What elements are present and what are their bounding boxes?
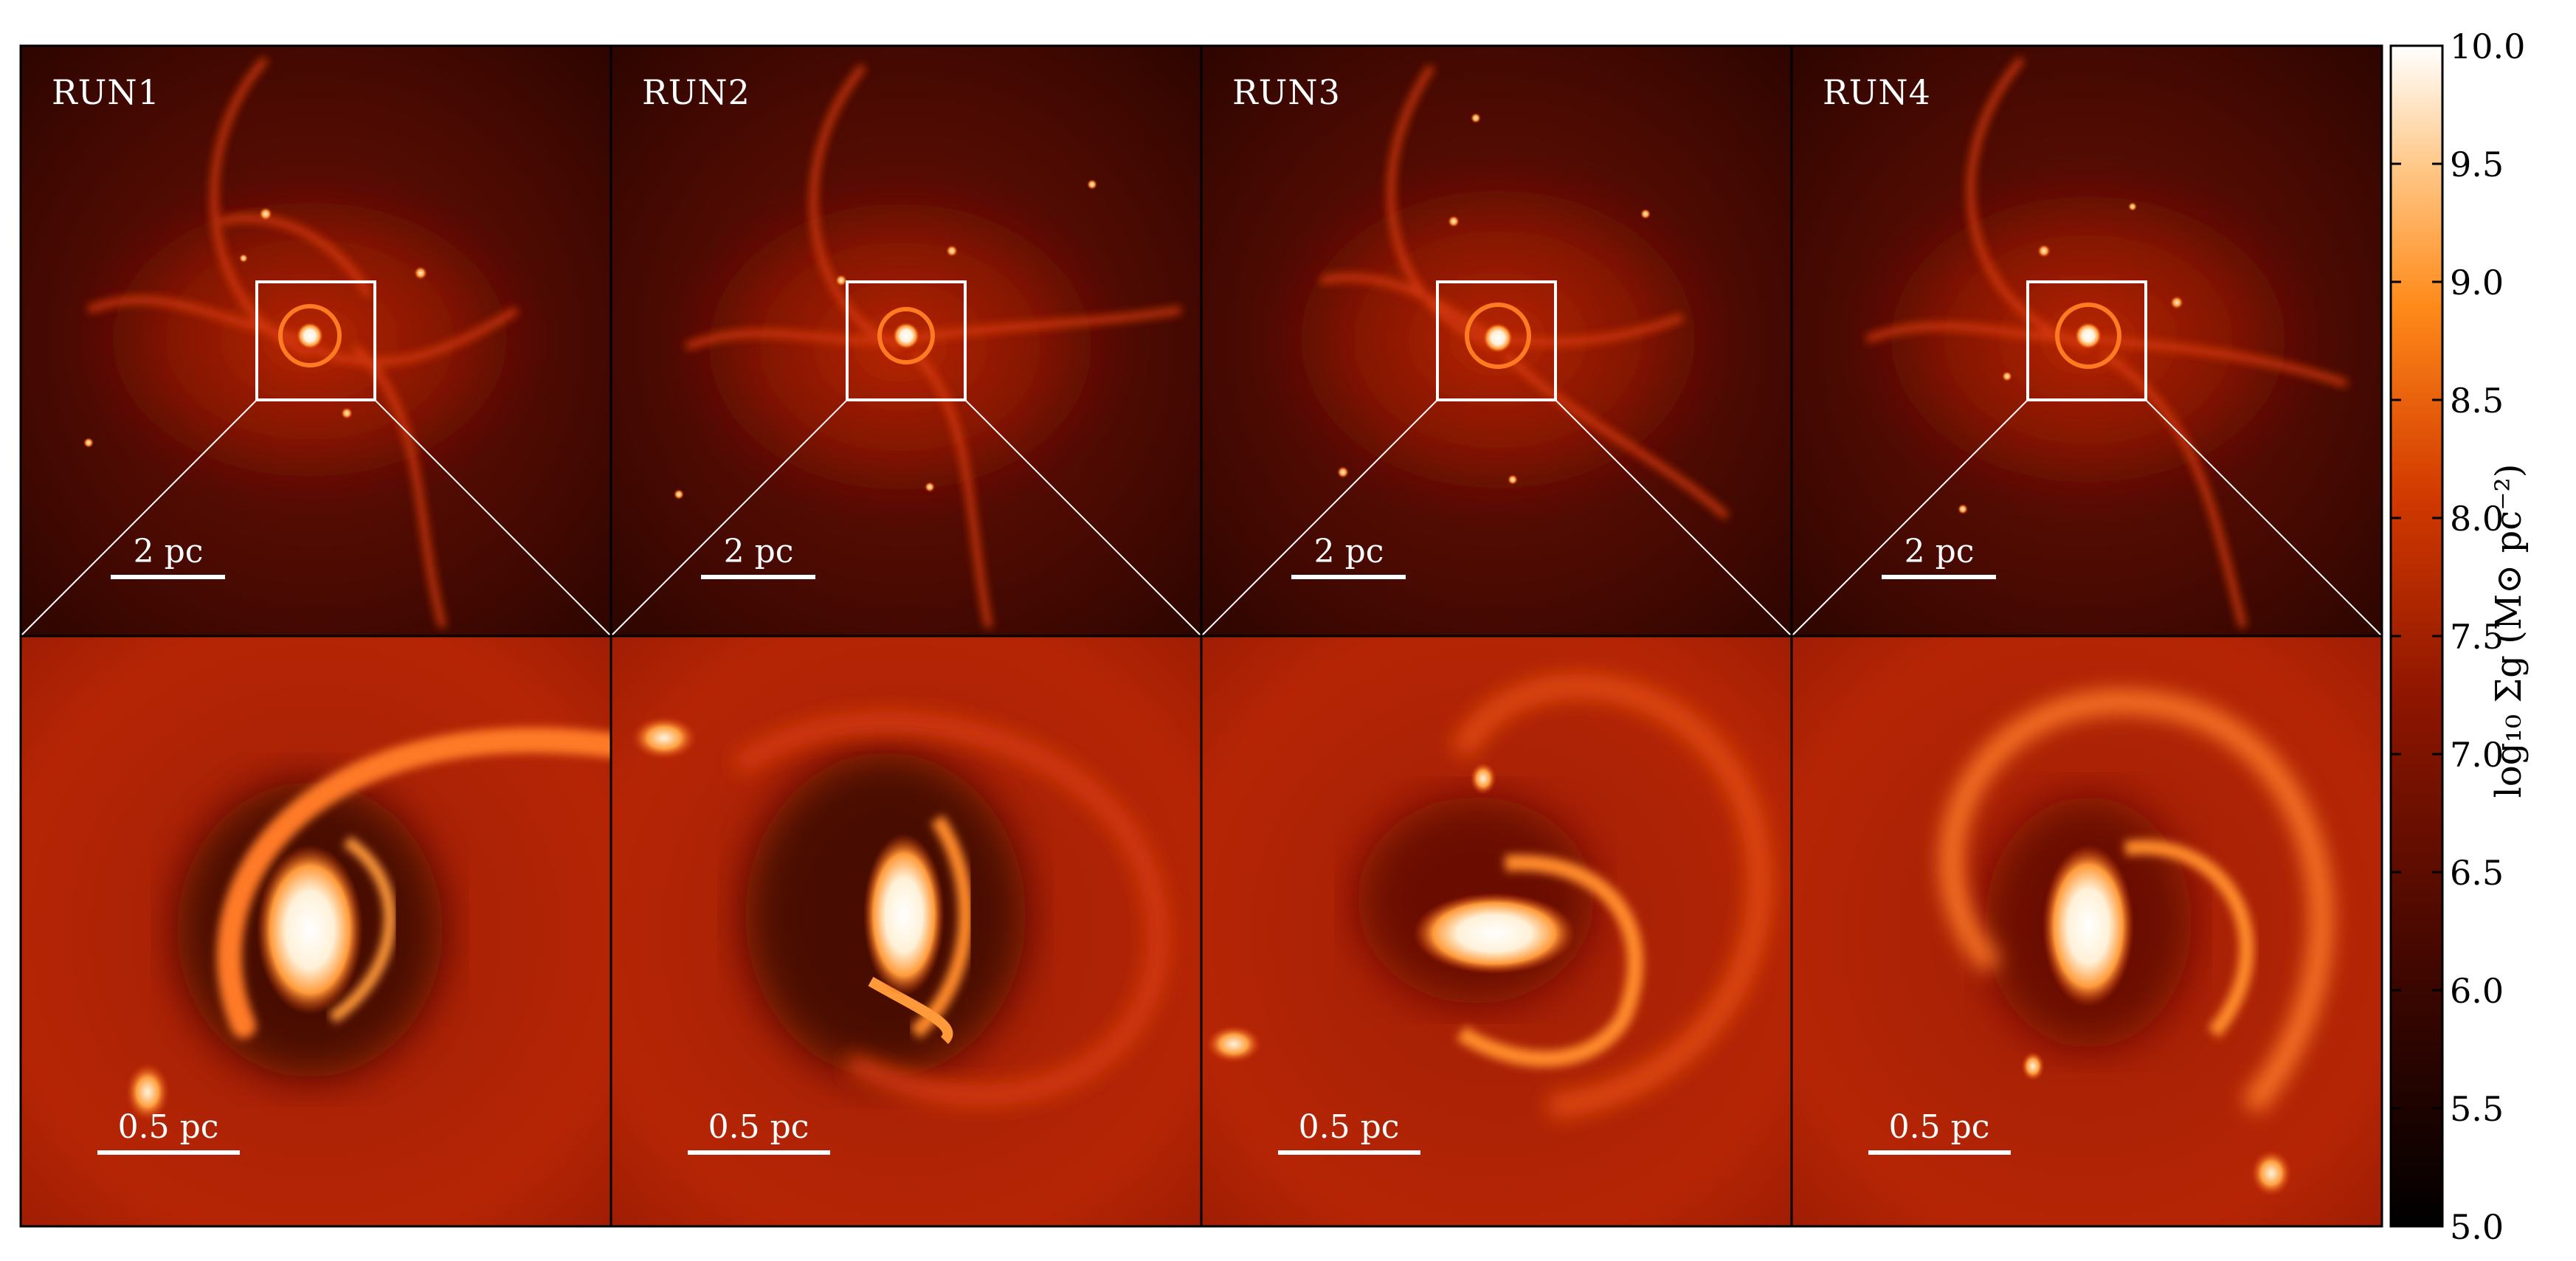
- colorbar-tick-label: 9.5: [2450, 145, 2504, 184]
- scale-bar-label: 0.5 pc: [708, 1108, 809, 1146]
- colorbar-label: log₁₀ Σg (M⊙ pc⁻²): [2488, 463, 2530, 798]
- colorbar-tick-label: 10.0: [2450, 27, 2526, 66]
- scale-bar-label: 0.5 pc: [1298, 1108, 1400, 1146]
- colorbar-tick-label: 6.0: [2450, 971, 2504, 1011]
- run-label: RUN2: [642, 72, 750, 112]
- bottom-panel-4: [1792, 636, 2382, 1226]
- colorbar-tick-label: 6.5: [2450, 853, 2504, 893]
- scale-bar-label: 0.5 pc: [1888, 1108, 1990, 1146]
- bottom-panel-2: [611, 636, 1201, 1226]
- colorbar-tick-label: 8.5: [2450, 381, 2504, 421]
- colorbar-tick-label: 5.0: [2450, 1207, 2504, 1247]
- run-label: RUN4: [1823, 72, 1931, 112]
- panel-frames: [19, 44, 2383, 1228]
- top-panel-4: [1792, 46, 2382, 636]
- colorbar-tick-label: 8.0: [2450, 499, 2504, 539]
- zoom-connectors: [20, 399, 2383, 637]
- scale-bars: [97, 575, 2011, 1155]
- scale-bar-label: 0.5 pc: [117, 1108, 219, 1146]
- run-label: RUN3: [1232, 72, 1341, 112]
- colorbar-ticks: [2391, 162, 2442, 1110]
- scale-bar-label: 2 pc: [723, 533, 794, 570]
- scale-bar-label: 2 pc: [133, 533, 204, 570]
- colorbar-tick-label: 5.5: [2450, 1089, 2504, 1129]
- colorbar-tick-label: 7.0: [2450, 735, 2504, 775]
- scale-bar-label: 2 pc: [1904, 533, 1975, 570]
- bottom-panel-1: [21, 636, 611, 1226]
- colorbar-tick-label: 7.5: [2450, 617, 2504, 657]
- colorbar-tick-label: 9.0: [2450, 263, 2504, 303]
- scale-bar-label: 2 pc: [1313, 533, 1384, 570]
- run-label: RUN1: [52, 72, 160, 112]
- bottom-panel-3: [1201, 636, 1792, 1226]
